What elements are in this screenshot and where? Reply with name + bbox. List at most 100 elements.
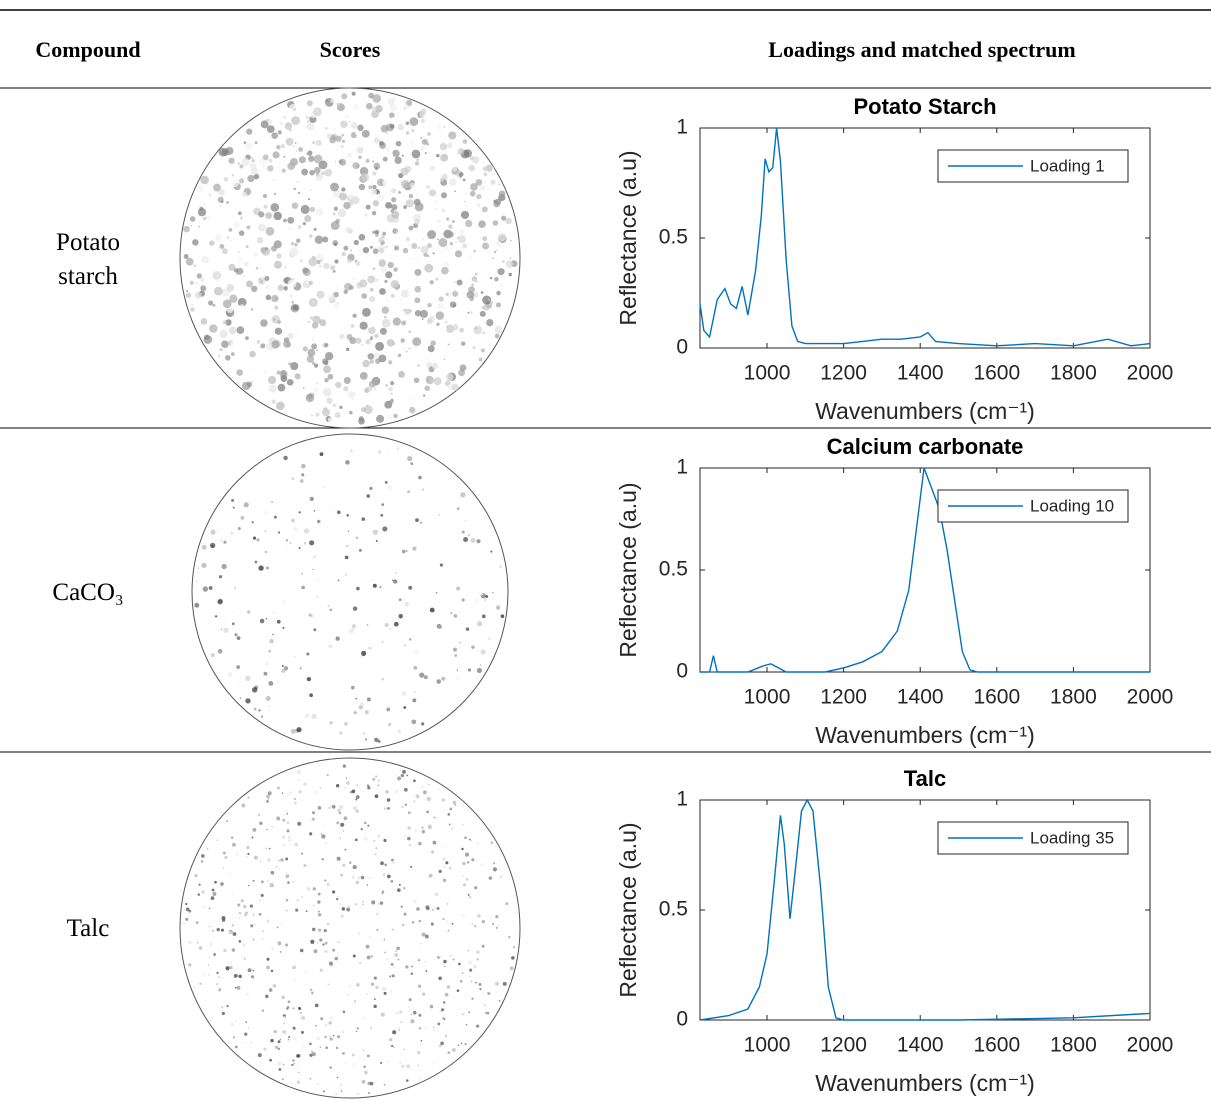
speckle — [318, 929, 321, 932]
speckle — [343, 1010, 346, 1013]
speckle — [229, 228, 233, 232]
speckle — [476, 841, 480, 845]
speckle — [493, 201, 500, 208]
speckle — [477, 621, 482, 626]
speckle — [392, 580, 394, 582]
speckle — [324, 929, 327, 932]
speckle — [290, 294, 293, 297]
speckle — [279, 1068, 282, 1071]
speckle — [321, 834, 325, 838]
speckle — [463, 824, 464, 825]
speckle — [219, 988, 221, 990]
speckle — [420, 138, 422, 140]
speckle — [378, 835, 379, 836]
speckle — [443, 866, 446, 869]
speckle — [226, 1005, 228, 1007]
speckle — [339, 963, 341, 965]
speckle — [355, 130, 360, 135]
speckle — [465, 853, 469, 857]
speckle — [457, 669, 458, 670]
speckle — [312, 928, 316, 932]
speckle — [480, 664, 482, 666]
speckle — [200, 277, 204, 281]
speckle — [291, 729, 296, 734]
speckle — [317, 578, 319, 580]
speckle — [316, 190, 317, 191]
speckle — [275, 866, 277, 868]
speckle — [500, 876, 502, 878]
speckle — [223, 949, 226, 952]
speckle — [452, 324, 458, 330]
speckle — [394, 246, 399, 251]
speckle — [209, 943, 212, 946]
speckle — [374, 853, 376, 855]
speckle — [349, 285, 354, 290]
speckle — [223, 868, 224, 869]
speckle — [316, 173, 323, 180]
speckle — [231, 352, 235, 356]
speckle — [468, 950, 469, 951]
speckle — [446, 373, 454, 381]
speckle — [246, 856, 248, 858]
speckle — [301, 1031, 304, 1034]
speckle — [430, 1005, 434, 1009]
speckle — [306, 653, 309, 656]
speckle — [324, 1024, 327, 1027]
speckle — [356, 983, 359, 986]
speckle — [397, 776, 401, 780]
speckle — [266, 618, 267, 619]
speckle — [513, 946, 515, 948]
speckle — [486, 1012, 489, 1015]
speckle — [219, 330, 227, 338]
speckle — [458, 1044, 460, 1046]
speckle — [306, 280, 310, 284]
speckle — [217, 280, 218, 281]
speckle — [457, 507, 460, 510]
speckle — [271, 340, 279, 348]
speckle — [491, 301, 493, 303]
speckle — [239, 230, 245, 236]
speckle — [314, 167, 321, 174]
speckle — [357, 125, 363, 131]
speckle — [330, 183, 339, 192]
speckle — [266, 919, 270, 923]
speckle — [382, 306, 389, 313]
speckle — [282, 996, 285, 999]
speckle — [423, 239, 424, 240]
speckle — [265, 247, 268, 250]
speckle — [360, 322, 368, 330]
speckle — [301, 473, 304, 476]
speckle — [228, 672, 233, 677]
y-tick-label: 1 — [676, 456, 688, 479]
speckle — [309, 540, 314, 545]
speckle — [247, 797, 249, 799]
speckle — [229, 327, 237, 335]
speckle — [241, 217, 243, 219]
speckle — [271, 295, 278, 302]
speckle — [212, 304, 215, 307]
speckle — [344, 377, 351, 384]
speckle — [461, 211, 469, 219]
speckle — [499, 883, 500, 884]
speckle — [440, 564, 443, 567]
speckle — [219, 244, 224, 249]
speckle — [360, 372, 368, 380]
speckle — [232, 622, 235, 625]
speckle — [186, 258, 194, 266]
speckle — [244, 502, 249, 507]
speckle — [376, 540, 378, 542]
speckle — [202, 891, 205, 894]
speckle — [399, 598, 402, 601]
speckle — [412, 698, 416, 702]
speckle — [211, 896, 215, 900]
speckle — [202, 973, 205, 976]
speckle — [489, 303, 491, 305]
x-tick-label: 1800 — [1050, 1034, 1097, 1057]
speckle — [266, 966, 269, 969]
speckle — [198, 208, 206, 216]
x-tick-label: 2000 — [1127, 1034, 1174, 1057]
speckle — [434, 1062, 435, 1063]
speckle — [308, 613, 311, 616]
speckle — [390, 880, 393, 883]
speckle — [418, 476, 422, 480]
